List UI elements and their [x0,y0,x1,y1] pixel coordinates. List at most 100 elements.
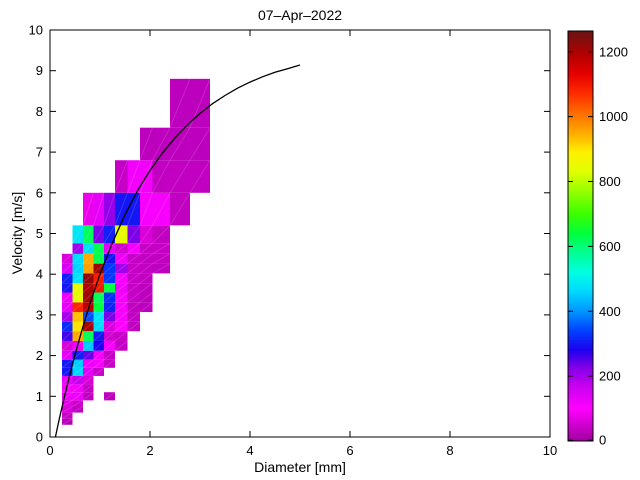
cell-shading-line [93,359,105,369]
heatmap-cell [72,273,83,284]
heatmap-cell [83,225,94,244]
heatmap-cell [83,253,94,264]
cell-shading-line [72,406,84,414]
heatmap-cell [72,392,83,401]
heatmap-cell [62,302,73,313]
cell-shading-line [127,263,141,274]
heatmap-cell [62,321,73,332]
cell-shading-line [103,321,116,332]
cell-shading-line [82,242,94,255]
y-tick-label: 10 [29,23,43,38]
cell-shading-line [72,399,84,407]
y-tick-label: 7 [36,145,43,160]
x-tick-label: 10 [543,443,557,458]
heatmap-cell [72,359,83,368]
cell-shading-line [127,311,141,323]
cell-shading-line [169,127,191,161]
cell-shading-line [189,159,211,194]
cell-shading-line [93,263,105,274]
heatmap-cell [127,243,140,254]
cell-shading-line [127,253,141,265]
heatmap-cell [140,253,153,264]
cell-shading-line [103,273,116,284]
heatmap-cell [93,312,104,322]
heatmap-cell [83,367,94,376]
heatmap-cell [72,367,83,376]
heatmap-cell [62,384,73,393]
cell-shading-line [114,192,128,226]
cell-shading-line [61,330,73,342]
cell-shading-line [93,292,105,303]
cell-shading-line [61,383,73,393]
cell-shading-line [127,192,141,226]
cell-shading-line [82,273,94,284]
heatmap-cell [62,263,73,274]
heatmap-cell [72,292,83,303]
heatmap-cell [83,263,94,274]
heatmap-cell [72,384,83,393]
heatmap-cell [127,321,140,332]
heatmap-cell [152,225,170,244]
cell-shading-line [127,321,141,332]
heatmap-cell [93,263,104,274]
heatmap-cell [115,340,128,351]
cell-shading-line [72,375,84,385]
heatmap-cell [127,225,140,244]
heatmap-cell [83,273,94,284]
heatmap-cell [83,340,94,351]
cell-shading-line [61,311,73,323]
colorbar: 0 200 400 600 800 1000 1200 [567,30,628,448]
heatmap-cells [61,78,211,426]
heatmap-cell [127,192,140,226]
cell-shading-line [82,253,94,264]
cell-shading-line [61,321,73,332]
heatmap-cell [72,375,83,385]
cell-shading-line [127,301,141,313]
heatmap-cell [93,350,104,360]
cell-shading-line [114,263,128,274]
cell-shading-line [152,192,171,226]
x-tick-label: 8 [446,443,453,458]
cell-shading-line [93,192,105,226]
heatmap-cell [140,127,153,161]
cell-shading-line [61,292,73,303]
heatmap-cell [93,283,104,293]
y-tick-label: 4 [36,267,43,282]
heatmap-cell [72,263,83,274]
cell-shading-line [139,272,153,284]
heatmap-cell [104,340,115,351]
cell-shading-line [139,301,153,313]
y-tick-label: 9 [36,63,43,78]
cell-shading-line [72,253,84,264]
heatmap-cell [62,406,73,413]
heatmap-cell [190,160,210,193]
heatmap-cell [72,400,83,407]
x-tick-label: 6 [346,443,353,458]
heatmap-cell [62,340,73,351]
y-tick-label: 8 [36,104,43,119]
cell-shading-line [103,263,116,274]
heatmap-cell [140,302,153,313]
terminal-velocity-curve [54,64,301,437]
heatmap-cell [127,302,140,313]
heatmap-cell [140,273,153,284]
heatmap-cell [190,78,210,128]
cell-shading-line [127,160,141,193]
heatmap-cell [140,263,153,274]
cell-shading-line [72,367,84,377]
heatmap-cell [127,263,140,274]
cell-shading-line [93,367,105,377]
cell-shading-line [72,383,84,393]
cell-shading-line [72,263,84,274]
cell-shading-line [189,127,211,161]
heatmap-cell [115,160,128,193]
heatmap-cell [72,312,83,322]
cell-shading-line [61,359,73,369]
cell-shading-line [114,311,128,323]
heatmap-cell [104,292,115,303]
heatmap-cell [170,160,190,193]
plot-title: 07–Apr–2022 [258,7,342,23]
heatmap-cell [62,273,73,284]
cell-shading-line [61,350,73,361]
